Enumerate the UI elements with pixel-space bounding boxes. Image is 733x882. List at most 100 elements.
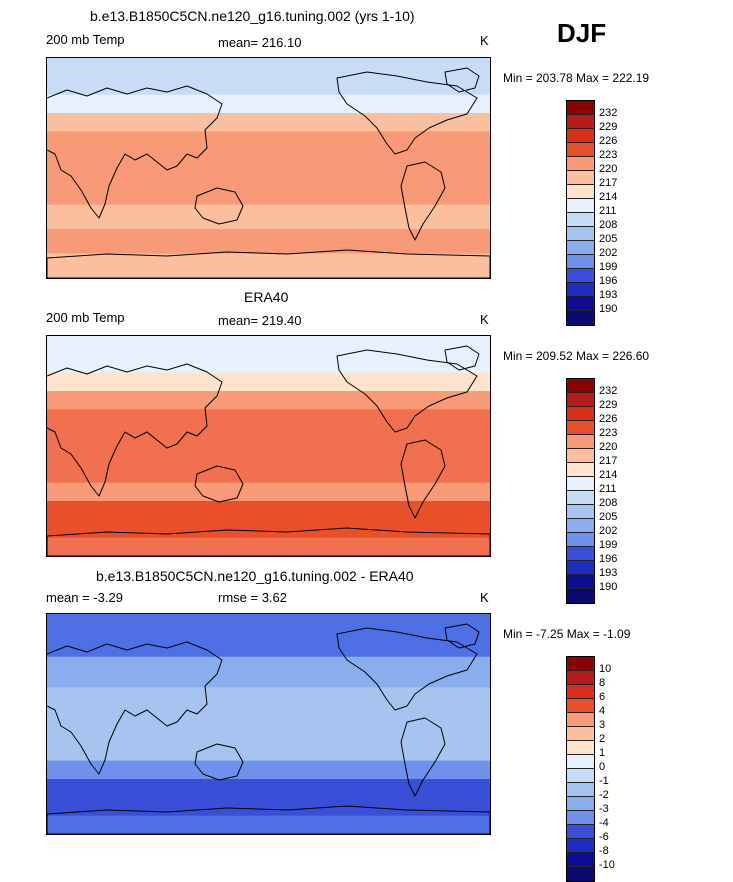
panel-3-colorbar-swatch-5 [567,727,594,741]
panel-1-map-svg [47,58,490,278]
panel-1-coastline-1 [194,187,244,225]
panel-3-colorbar-swatch-2 [567,685,594,699]
panel-3-coastline-1 [194,743,244,781]
panel-2-contour-band-2 [47,391,490,410]
panel-3-colorbar [566,656,595,882]
panel-2-map-svg [47,336,490,556]
panel-3-colorbar-label-3: 4 [599,705,606,717]
panel-1-left-label: 200 mb Temp [46,32,125,47]
panel-1-colorbar-swatch-15 [567,311,594,325]
panel-3-colorbar-label-9: -2 [599,789,609,801]
panel-2-contour-band-3 [47,409,490,484]
panel-1-colorbar-label-10: 202 [599,247,618,259]
panel-3-colorbar-label-10: -3 [599,803,609,815]
panel-2-mean-label: mean= 219.40 [218,313,302,328]
panel-3-units: K [480,590,489,605]
panel-3-map [46,613,491,835]
panel-1-colorbar-swatch-1 [567,115,594,129]
panel-3-contour-band-5 [47,815,490,834]
panel-2-contour-band-4 [47,482,490,502]
panel-3-contour-band-2 [47,687,490,762]
panel-2-coastline-3 [400,439,446,519]
panel-1-colorbar-swatch-6 [567,185,594,199]
panel-1-colorbar [566,100,595,326]
panel-2-colorbar-swatch-14 [567,575,594,589]
panel-1-coastline-5 [47,249,490,278]
panel-1-title: b.e13.B1850C5CN.ne120_g16.tuning.002 (yr… [90,8,415,24]
panel-3-colorbar-swatch-8 [567,769,594,783]
panel-3-map-svg [47,614,490,834]
panel-3-colorbar-swatch-13 [567,839,594,853]
panel-1-colorbar-label-11: 199 [599,261,618,273]
panel-3-colorbar-swatch-0 [567,657,594,671]
panel-2-colorbar-label-7: 211 [599,483,617,495]
panel-1-contour-band-5 [47,229,490,255]
panel-3-colorbar-label-14: -10 [599,859,615,871]
panel-1-colorbar-label-1: 229 [599,121,618,133]
panel-1-coastline-3 [400,161,446,241]
panel-3-colorbar-label-11: -4 [599,817,609,829]
panel-3-colorbar-swatch-12 [567,825,594,839]
panel-3-coastline-4 [444,623,480,649]
panel-3-colorbar-label-12: -6 [599,831,609,843]
panel-2-colorbar-swatch-4 [567,435,594,449]
panel-2-left-label: 200 mb Temp [46,310,125,325]
panel-3-colorbar-swatch-4 [567,713,594,727]
panel-2-units: K [480,312,489,327]
panel-3-contour-band-0 [47,614,490,658]
panel-3-contour-band-3 [47,760,490,780]
panel-3-left-label: mean = -3.29 [46,590,123,605]
panel-2-colorbar-label-8: 208 [599,497,618,509]
panel-2-colorbar-swatch-13 [567,561,594,575]
panel-2-coastline-1 [194,465,244,503]
panel-2-colorbar-swatch-8 [567,491,594,505]
panel-3-colorbar-label-2: 6 [599,691,606,703]
panel-3-colorbar-label-13: -8 [599,845,609,857]
panel-2-map [46,335,491,557]
panel-1-colorbar-swatch-10 [567,241,594,255]
panel-1-units: K [480,33,489,48]
panel-1-colorbar-label-14: 190 [599,303,618,315]
panel-1-colorbar-label-5: 217 [599,177,618,189]
panel-3-coastline-2 [336,627,478,711]
panel-2-colorbar-label-6: 214 [599,469,618,481]
panel-2-colorbar-swatch-7 [567,477,594,491]
panel-2-contour-band-6 [47,537,490,556]
panel-1-colorbar-swatch-11 [567,255,594,269]
panel-2-colorbar-swatch-0 [567,379,594,393]
panel-2-colorbar-swatch-10 [567,519,594,533]
panel-3-colorbar-swatch-1 [567,671,594,685]
panel-1-contour-band-2 [47,113,490,132]
panel-1-colorbar-swatch-7 [567,199,594,213]
panel-1-coastline-0 [47,85,223,219]
panel-2-colorbar-label-9: 205 [599,511,618,523]
panel-2-title: ERA40 [244,289,289,305]
panel-2-colorbar-swatch-11 [567,533,594,547]
panel-1-colorbar-label-2: 226 [599,135,618,147]
panel-1-colorbar-swatch-13 [567,283,594,297]
panel-1-colorbar-label-6: 214 [599,191,618,203]
panel-1-colorbar-swatch-9 [567,227,594,241]
panel-3-colorbar-swatch-11 [567,811,594,825]
panel-2-colorbar-swatch-12 [567,547,594,561]
panel-3-contour-band-1 [47,656,490,688]
panel-3-colorbar-swatch-3 [567,699,594,713]
panel-2-coastline-5 [47,527,490,556]
panel-2-colorbar-label-1: 229 [599,399,618,411]
panel-1-colorbar-label-7: 211 [599,205,617,217]
panel-2-colorbar-label-0: 232 [599,385,618,397]
panel-1-colorbar-swatch-0 [567,101,594,115]
panel-2-coastline-0 [47,363,223,497]
panel-1-colorbar-label-4: 220 [599,163,618,175]
panel-1-mean-label: mean= 216.10 [218,35,302,50]
panel-2-colorbar-swatch-15 [567,589,594,603]
panel-3-colorbar-label-8: -1 [599,775,609,787]
panel-2-colorbar-label-4: 220 [599,441,618,453]
panel-2-colorbar-label-11: 199 [599,539,618,551]
panel-2-stats: Min = 209.52 Max = 226.60 [503,349,650,363]
panel-2-colorbar-label-14: 190 [599,581,618,593]
panel-2-coastline-2 [336,349,478,433]
panel-2-colorbar-swatch-2 [567,407,594,421]
panel-3-title: b.e13.B1850C5CN.ne120_g16.tuning.002 - E… [96,568,414,584]
panel-3-colorbar-swatch-7 [567,755,594,769]
